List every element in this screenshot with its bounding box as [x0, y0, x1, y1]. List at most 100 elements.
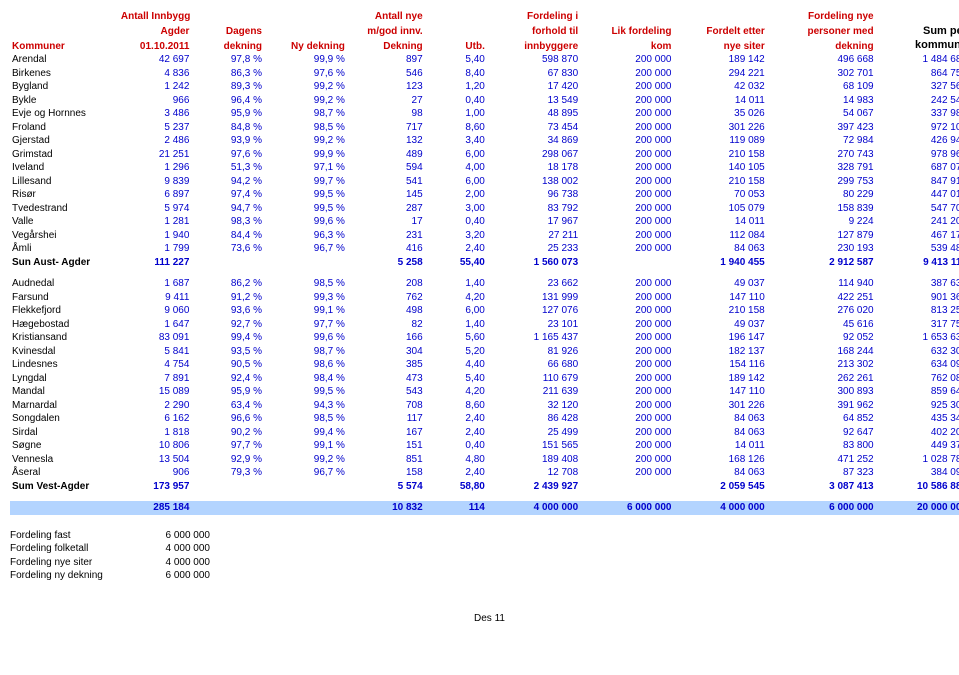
data-cell: 435 344	[876, 412, 959, 426]
footer-allocations: Fordeling fast6 000 000Fordeling folketa…	[10, 529, 959, 583]
footer-value: 4 000 000	[140, 542, 210, 556]
sum-cell: 2 912 587	[767, 256, 876, 270]
footer-label: Fordeling fast	[10, 529, 140, 543]
data-cell: 813 254	[876, 304, 959, 318]
data-cell: 79,3 %	[191, 466, 264, 480]
totals-cell: 4 000 000	[487, 501, 580, 515]
data-cell: 83 800	[767, 439, 876, 453]
data-cell: 6,00	[425, 148, 487, 162]
sum-cell: 10 586 884	[876, 480, 959, 494]
data-cell: 387 638	[876, 277, 959, 291]
data-cell: 97,1 %	[264, 161, 347, 175]
data-cell: 5,20	[425, 345, 487, 359]
data-cell: 1 242	[119, 80, 192, 94]
data-cell: 397 423	[767, 121, 876, 135]
data-cell: 99,9 %	[264, 148, 347, 162]
sum-cell	[191, 480, 264, 494]
data-cell: 200 000	[580, 466, 673, 480]
totals-cell: 6 000 000	[767, 501, 876, 515]
data-cell: 49 037	[673, 318, 766, 332]
data-cell: 708	[347, 399, 425, 413]
data-cell: 337 988	[876, 107, 959, 121]
data-cell: 762 082	[876, 372, 959, 386]
data-cell: 6,00	[425, 304, 487, 318]
data-cell: 5 841	[119, 345, 192, 359]
sum-cell: 3 087 413	[767, 480, 876, 494]
data-cell: 1 028 785	[876, 453, 959, 467]
data-cell: 98,5 %	[264, 277, 347, 291]
data-cell: 99,6 %	[264, 331, 347, 345]
data-cell: 84 063	[673, 412, 766, 426]
data-cell: 8,40	[425, 67, 487, 81]
data-cell: 99,4 %	[191, 331, 264, 345]
data-cell: 99,5 %	[264, 188, 347, 202]
sum-cell: 9 413 116	[876, 256, 959, 270]
data-cell: 859 643	[876, 385, 959, 399]
data-cell: 10 806	[119, 439, 192, 453]
data-cell: Åseral	[10, 466, 119, 480]
data-cell: 200 000	[580, 148, 673, 162]
footer-row: Fordeling fast6 000 000	[10, 529, 959, 543]
hdr	[876, 10, 959, 24]
data-cell: 270 743	[767, 148, 876, 162]
sum-cell: 2 059 545	[673, 480, 766, 494]
data-cell: 200 000	[580, 94, 673, 108]
data-cell: 5 974	[119, 202, 192, 216]
data-cell: 158	[347, 466, 425, 480]
data-cell: 1 940	[119, 229, 192, 243]
data-cell: 598 870	[487, 53, 580, 67]
data-cell: 200 000	[580, 202, 673, 216]
data-cell: 3,00	[425, 202, 487, 216]
data-cell: 2 290	[119, 399, 192, 413]
data-cell: 200 000	[580, 331, 673, 345]
hdr: Kommuner	[10, 38, 119, 53]
hdr	[10, 24, 119, 39]
hdr: Fordelt etter	[673, 24, 766, 39]
data-cell: 73,6 %	[191, 242, 264, 256]
data-cell: 1,40	[425, 277, 487, 291]
data-cell: 168 126	[673, 453, 766, 467]
data-cell: 90,5 %	[191, 358, 264, 372]
data-cell: 416	[347, 242, 425, 256]
data-cell: 96,4 %	[191, 94, 264, 108]
table-header: Antall Innbygg Antall nye Fordeling i Fo…	[10, 10, 959, 53]
data-cell: Kristiansand	[10, 331, 119, 345]
data-cell: 213 302	[767, 358, 876, 372]
data-cell: 14 011	[673, 215, 766, 229]
data-cell: 167	[347, 426, 425, 440]
data-cell: 541	[347, 175, 425, 189]
data-cell: 97,8 %	[191, 53, 264, 67]
data-cell: 925 307	[876, 399, 959, 413]
data-cell: 447 019	[876, 188, 959, 202]
data-cell: Mandal	[10, 385, 119, 399]
data-cell: 200 000	[580, 242, 673, 256]
data-cell: 86,3 %	[191, 67, 264, 81]
sum-cell: 173 957	[119, 480, 192, 494]
data-cell: 200 000	[580, 304, 673, 318]
data-cell: 99,4 %	[264, 426, 347, 440]
data-cell: 14 011	[673, 439, 766, 453]
gap	[10, 493, 959, 501]
data-cell: 147 110	[673, 291, 766, 305]
totals-cell: 10 832	[347, 501, 425, 515]
data-cell: 632 307	[876, 345, 959, 359]
data-cell: 51,3 %	[191, 161, 264, 175]
data-cell: 54 067	[767, 107, 876, 121]
sum-cell: 5 258	[347, 256, 425, 270]
data-cell: 23 662	[487, 277, 580, 291]
data-cell: 864 752	[876, 67, 959, 81]
data-cell: 301 226	[673, 121, 766, 135]
data-cell: Marnardal	[10, 399, 119, 413]
table-body: Arendal42 69797,8 %99,9 %8975,40598 8702…	[10, 53, 959, 515]
data-cell: 467 173	[876, 229, 959, 243]
hdr: Fordeling i	[487, 10, 580, 24]
data-cell: 1 799	[119, 242, 192, 256]
data-cell: 127 879	[767, 229, 876, 243]
data-cell: 901 360	[876, 291, 959, 305]
data-cell: 449 376	[876, 439, 959, 453]
hdr: Antall Innbygg	[119, 10, 192, 24]
data-cell: 154 116	[673, 358, 766, 372]
data-cell: 200 000	[580, 399, 673, 413]
data-cell: 2,40	[425, 466, 487, 480]
data-cell: 966	[119, 94, 192, 108]
